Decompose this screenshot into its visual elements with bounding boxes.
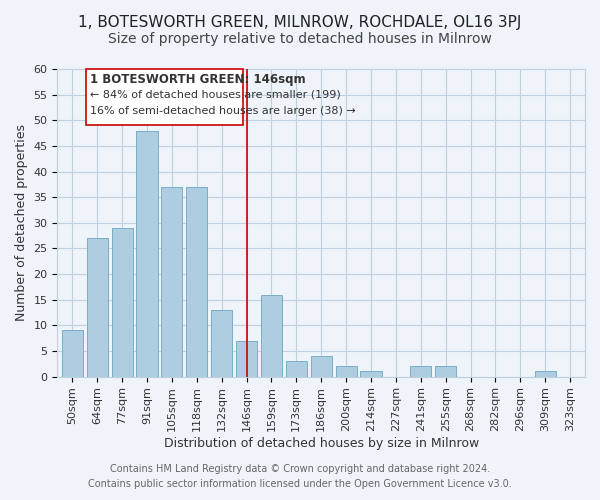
Bar xyxy=(236,340,257,376)
Bar xyxy=(361,372,382,376)
Bar xyxy=(261,294,282,376)
Text: 1, BOTESWORTH GREEN, MILNROW, ROCHDALE, OL16 3PJ: 1, BOTESWORTH GREEN, MILNROW, ROCHDALE, … xyxy=(79,15,521,30)
Bar xyxy=(335,366,356,376)
Bar xyxy=(86,238,108,376)
Bar xyxy=(286,361,307,376)
Bar xyxy=(161,187,182,376)
X-axis label: Distribution of detached houses by size in Milnrow: Distribution of detached houses by size … xyxy=(164,437,479,450)
Y-axis label: Number of detached properties: Number of detached properties xyxy=(15,124,28,322)
Bar xyxy=(62,330,83,376)
FancyBboxPatch shape xyxy=(86,69,243,126)
Bar xyxy=(186,187,208,376)
Bar xyxy=(112,228,133,376)
Bar xyxy=(410,366,431,376)
Bar xyxy=(211,310,232,376)
Text: 1 BOTESWORTH GREEN: 146sqm: 1 BOTESWORTH GREEN: 146sqm xyxy=(90,73,305,86)
Bar xyxy=(535,372,556,376)
Text: 16% of semi-detached houses are larger (38) →: 16% of semi-detached houses are larger (… xyxy=(90,106,356,116)
Text: Size of property relative to detached houses in Milnrow: Size of property relative to detached ho… xyxy=(108,32,492,46)
Bar xyxy=(136,130,158,376)
Bar xyxy=(435,366,456,376)
Text: ← 84% of detached houses are smaller (199): ← 84% of detached houses are smaller (19… xyxy=(90,90,341,100)
Bar xyxy=(311,356,332,376)
Text: Contains HM Land Registry data © Crown copyright and database right 2024.
Contai: Contains HM Land Registry data © Crown c… xyxy=(88,464,512,489)
